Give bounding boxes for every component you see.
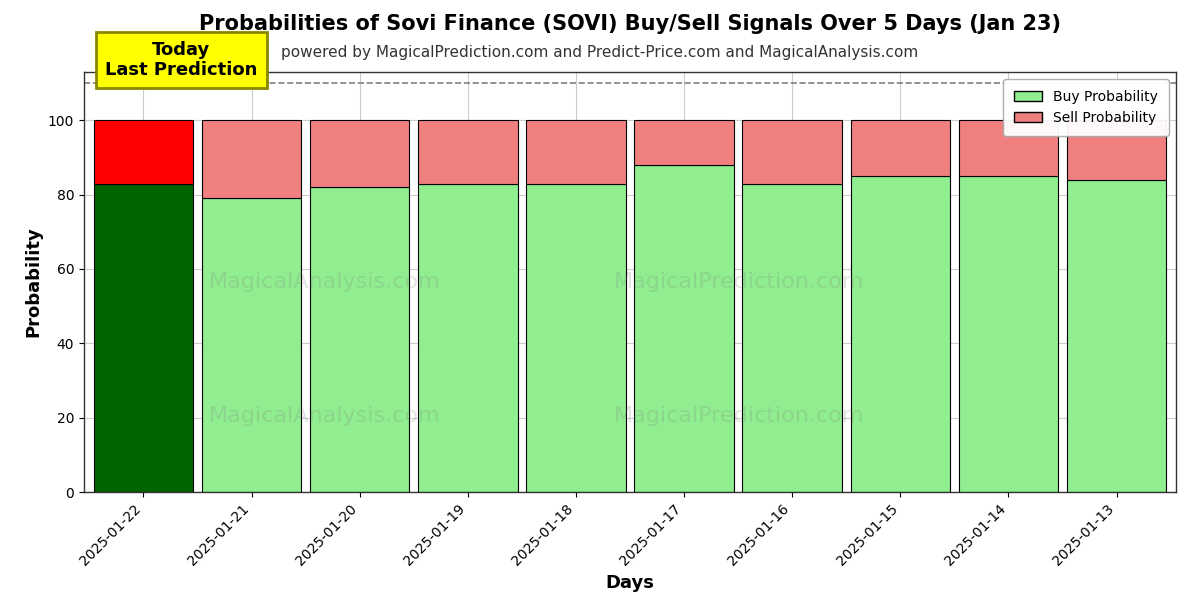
Bar [527,121,625,184]
Bar [635,165,733,492]
Legend: Buy Probability, Sell Probability: Buy Probability, Sell Probability [1003,79,1169,136]
Bar [310,121,409,187]
Y-axis label: Probability: Probability [24,227,42,337]
X-axis label: Days: Days [606,574,654,592]
Bar [94,121,193,184]
Bar [1067,180,1166,492]
Bar [527,184,625,492]
Bar [418,184,517,492]
Text: Today
Last Prediction: Today Last Prediction [106,41,258,79]
Bar [202,199,301,492]
Bar [418,121,517,184]
Bar [635,121,733,165]
Bar [743,121,842,184]
Bar [1067,121,1166,180]
Title: Probabilities of Sovi Finance (SOVI) Buy/Sell Signals Over 5 Days (Jan 23): Probabilities of Sovi Finance (SOVI) Buy… [199,14,1061,34]
Bar [94,184,193,492]
Text: MagicalPrediction.com: MagicalPrediction.com [614,272,864,292]
Text: powered by MagicalPrediction.com and Predict-Price.com and MagicalAnalysis.com: powered by MagicalPrediction.com and Pre… [281,45,919,60]
Text: MagicalAnalysis.com: MagicalAnalysis.com [209,272,440,292]
Text: MagicalAnalysis.com: MagicalAnalysis.com [209,406,440,427]
Bar [202,121,301,199]
Bar [851,121,950,176]
Bar [310,187,409,492]
Bar [959,121,1058,176]
Bar [851,176,950,492]
Text: MagicalPrediction.com: MagicalPrediction.com [614,406,864,427]
Bar [959,176,1058,492]
Bar [743,184,842,492]
